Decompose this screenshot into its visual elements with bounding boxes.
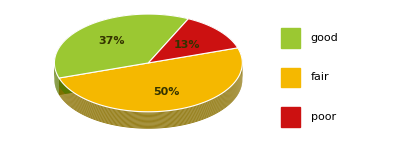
- Polygon shape: [55, 26, 188, 91]
- Polygon shape: [55, 16, 188, 81]
- Polygon shape: [188, 20, 238, 50]
- Text: 37%: 37%: [98, 36, 124, 46]
- Polygon shape: [188, 23, 238, 53]
- Polygon shape: [188, 31, 238, 61]
- Polygon shape: [148, 48, 238, 80]
- Polygon shape: [188, 25, 238, 55]
- Polygon shape: [188, 33, 238, 63]
- Polygon shape: [59, 60, 242, 125]
- Polygon shape: [188, 26, 238, 56]
- Polygon shape: [55, 17, 188, 81]
- Polygon shape: [55, 22, 188, 86]
- Polygon shape: [59, 61, 242, 126]
- Polygon shape: [59, 62, 242, 127]
- Text: poor: poor: [311, 112, 336, 122]
- Polygon shape: [188, 34, 238, 64]
- Polygon shape: [59, 48, 242, 112]
- Polygon shape: [188, 19, 238, 49]
- Polygon shape: [55, 29, 188, 94]
- Polygon shape: [59, 60, 242, 124]
- Bar: [281, 107, 300, 127]
- Polygon shape: [188, 21, 238, 51]
- Text: fair: fair: [311, 73, 329, 82]
- Polygon shape: [59, 50, 242, 115]
- Polygon shape: [188, 31, 238, 60]
- Polygon shape: [148, 19, 188, 80]
- Polygon shape: [188, 20, 238, 50]
- Polygon shape: [55, 15, 188, 80]
- Polygon shape: [59, 49, 242, 113]
- Polygon shape: [55, 28, 188, 92]
- Polygon shape: [188, 30, 238, 60]
- Polygon shape: [55, 18, 188, 83]
- Polygon shape: [55, 25, 188, 90]
- Polygon shape: [188, 35, 238, 65]
- Bar: [281, 68, 300, 87]
- Polygon shape: [55, 14, 188, 78]
- Polygon shape: [55, 23, 188, 88]
- Text: 50%: 50%: [153, 87, 180, 97]
- Polygon shape: [59, 53, 242, 118]
- Polygon shape: [59, 55, 242, 119]
- Polygon shape: [55, 27, 188, 92]
- Polygon shape: [59, 54, 242, 119]
- Polygon shape: [59, 63, 242, 128]
- Polygon shape: [55, 14, 188, 79]
- Polygon shape: [188, 27, 238, 57]
- Polygon shape: [59, 64, 242, 129]
- Polygon shape: [188, 29, 238, 59]
- Polygon shape: [55, 19, 188, 84]
- Polygon shape: [188, 32, 238, 62]
- Text: 13%: 13%: [174, 40, 200, 50]
- Polygon shape: [59, 51, 242, 116]
- Polygon shape: [59, 63, 148, 95]
- Polygon shape: [55, 24, 188, 89]
- Polygon shape: [59, 56, 242, 121]
- Polygon shape: [55, 22, 188, 87]
- Polygon shape: [59, 50, 242, 114]
- Polygon shape: [188, 22, 238, 52]
- Polygon shape: [55, 29, 188, 93]
- Polygon shape: [148, 19, 238, 63]
- Polygon shape: [59, 58, 242, 123]
- Polygon shape: [188, 24, 238, 54]
- Polygon shape: [59, 52, 242, 117]
- Polygon shape: [59, 59, 242, 124]
- Polygon shape: [59, 63, 148, 95]
- Polygon shape: [148, 19, 188, 80]
- Polygon shape: [59, 57, 242, 122]
- Polygon shape: [188, 26, 238, 55]
- Polygon shape: [188, 28, 238, 58]
- Polygon shape: [55, 20, 188, 85]
- Polygon shape: [148, 48, 238, 80]
- Polygon shape: [55, 21, 188, 86]
- Polygon shape: [59, 55, 242, 120]
- Polygon shape: [55, 18, 188, 82]
- Polygon shape: [59, 48, 242, 113]
- Polygon shape: [55, 30, 188, 95]
- Bar: [281, 28, 300, 48]
- Text: good: good: [311, 33, 338, 43]
